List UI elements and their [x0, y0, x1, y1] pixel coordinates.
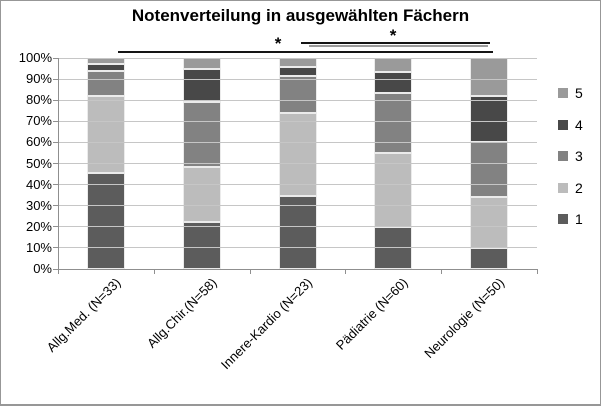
- bar-segment-grade-4: [182, 68, 221, 102]
- y-tick: [53, 78, 58, 80]
- legend-swatch-icon: [558, 119, 568, 130]
- y-tick-label: 10%: [25, 239, 52, 255]
- gridline: [58, 184, 537, 186]
- bar-segment-grade-2: [374, 152, 413, 227]
- legend-label: 3: [575, 148, 583, 164]
- y-tick-label: 70%: [25, 113, 52, 129]
- x-category-label: Allg.Med. (N=33): [43, 275, 124, 355]
- bar-segment-grade-1: [182, 221, 221, 269]
- y-tick: [53, 268, 58, 270]
- bar-segment-grade-3: [278, 76, 317, 114]
- significance-line-shadow: [309, 44, 488, 47]
- legend-label: 2: [575, 179, 583, 196]
- bar-segment-grade-3: [86, 70, 125, 97]
- bar-segment-grade-5: [86, 58, 125, 65]
- y-tick: [53, 99, 58, 101]
- significance-line: [118, 51, 493, 53]
- y-axis-line: [58, 58, 59, 270]
- bar-segment-grade-1: [470, 247, 509, 269]
- bar-segment-grade-4: [374, 72, 413, 94]
- x-category-label: Allg.Chir.(N=58): [143, 275, 220, 351]
- bar-segment-grade-2: [278, 113, 317, 196]
- gridline: [58, 205, 537, 207]
- bar-segment-grade-2: [86, 96, 125, 173]
- y-tick: [53, 184, 58, 186]
- gridline: [58, 226, 537, 228]
- legend-label: 5: [575, 85, 583, 101]
- bar-segment-grade-2: [182, 167, 221, 222]
- bar-segment-grade-5: [182, 58, 221, 69]
- legend-label: 1: [575, 211, 583, 227]
- x-tick: [153, 269, 155, 274]
- y-tick-label: 50%: [25, 155, 52, 171]
- y-tick: [53, 57, 58, 59]
- gridline: [58, 163, 537, 164]
- y-tick: [53, 141, 58, 143]
- gridline: [58, 120, 537, 122]
- y-tick: [53, 205, 58, 207]
- legend-swatch-icon: [558, 88, 568, 98]
- y-tick: [53, 226, 58, 228]
- plot-area: [58, 58, 537, 269]
- x-tick: [249, 269, 251, 274]
- legend-label: 4: [575, 116, 583, 133]
- bar-segment-grade-5: [470, 58, 509, 96]
- gridline: [58, 141, 537, 143]
- x-tick: [345, 269, 347, 274]
- bar-segment-grade-3: [374, 93, 413, 153]
- bar-segment-grade-5: [374, 58, 413, 73]
- gridline: [58, 247, 537, 249]
- x-axis-line: [58, 269, 538, 270]
- y-tick-label: 40%: [25, 176, 52, 192]
- significance-asterisk: *: [389, 26, 397, 45]
- gridline: [58, 57, 537, 59]
- y-tick: [53, 247, 58, 249]
- legend-item-5: 5: [558, 85, 583, 101]
- x-category-label: Innere-Kardio (N=23): [217, 275, 316, 373]
- y-tick: [53, 163, 58, 164]
- bar-segment-grade-3: [182, 101, 221, 168]
- x-category-label: Pädiatrie (N=60): [333, 275, 411, 353]
- x-tick: [441, 269, 443, 274]
- gridline: [58, 78, 537, 80]
- bar-segment-grade-4: [278, 67, 317, 77]
- gridline: [58, 99, 537, 101]
- x-category-label: Neurologie (N=50): [420, 275, 507, 361]
- bar-segment-grade-3: [470, 142, 509, 198]
- bar-segment-grade-4: [470, 95, 509, 143]
- y-tick-label: 100%: [18, 50, 52, 65]
- bar-segment-grade-5: [278, 58, 317, 68]
- y-tick: [53, 120, 58, 122]
- y-tick-label: 30%: [25, 197, 52, 213]
- legend-swatch-icon: [558, 214, 568, 224]
- bar-segment-grade-1: [86, 172, 125, 269]
- chart-title: Notenverteilung in ausgewählten Fächern: [131, 6, 470, 25]
- significance-line: [301, 42, 490, 44]
- y-tick-label: 60%: [25, 134, 52, 150]
- legend-item-2: 2: [558, 180, 583, 196]
- significance-asterisk: *: [274, 34, 282, 53]
- legend-swatch-icon: [558, 182, 568, 193]
- x-tick: [58, 269, 59, 274]
- legend-item-3: 3: [558, 148, 583, 164]
- bar-segment-grade-4: [86, 64, 125, 71]
- y-tick-label: 90%: [25, 71, 52, 87]
- x-tick: [537, 269, 538, 274]
- legend-swatch-icon: [558, 151, 568, 161]
- legend-item-4: 4: [558, 117, 583, 133]
- y-tick-label: 20%: [25, 218, 52, 234]
- y-tick-label: 0%: [33, 261, 52, 276]
- y-tick-label: 80%: [25, 92, 52, 108]
- legend-item-1: 1: [558, 211, 583, 227]
- bar-segment-grade-1: [278, 195, 317, 269]
